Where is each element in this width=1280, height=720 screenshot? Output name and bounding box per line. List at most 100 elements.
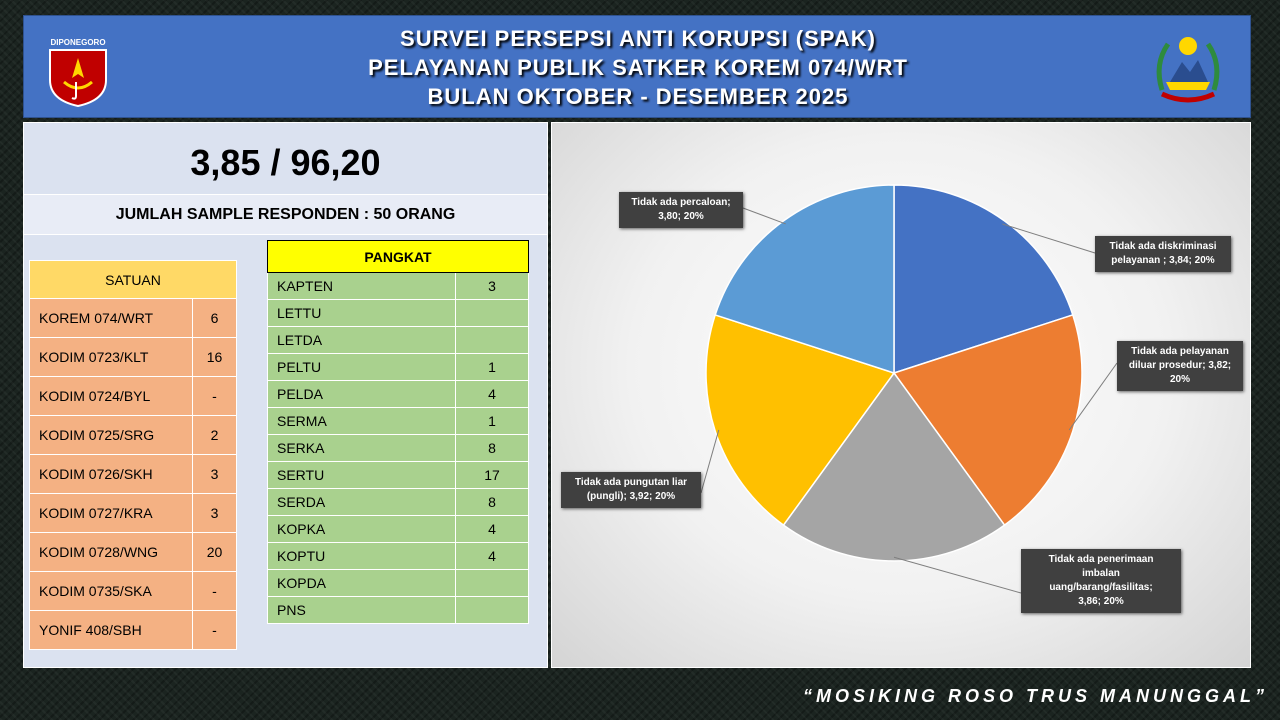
table-row: KODIM 0723/KLT 16 — [29, 337, 237, 377]
table-row: KAPTEN 3 — [267, 272, 529, 300]
satuan-value: - — [192, 571, 237, 611]
satuan-value: 3 — [192, 454, 237, 494]
slice-label-line: uang/barang/fasilitas; — [1049, 582, 1153, 593]
slice-label-line: imbalan — [1082, 568, 1120, 579]
pangkat-value: 1 — [455, 407, 529, 435]
satuan-name: KODIM 0735/SKA — [29, 571, 193, 611]
pangkat-value: 17 — [455, 461, 529, 489]
pangkat-value: 3 — [455, 272, 529, 300]
table-row: SERTU 17 — [267, 461, 529, 489]
pangkat-table: PANGKAT KAPTEN 3 LETTU LETDA PELTU 1 PELDA… — [267, 240, 529, 624]
pie-slice — [893, 184, 1074, 375]
pangkat-name: PNS — [267, 596, 456, 624]
slice-data-label: Tidak ada percaloan; 3,80; 20% — [619, 192, 743, 228]
pangkat-name: KAPTEN — [267, 272, 456, 300]
satuan-name: YONIF 408/SBH — [29, 610, 193, 650]
pie-slice — [892, 313, 1083, 527]
slice-data-label: Tidak ada pelayanan diluar prosedur; 3,82… — [1117, 341, 1243, 391]
table-row: KODIM 0724/BYL - — [29, 376, 237, 416]
pangkat-value: 8 — [455, 488, 529, 516]
pangkat-value — [455, 569, 529, 597]
slice-data-label: Tidak ada pungutan liar (pungli); 3,92; 2… — [561, 472, 701, 508]
table-row: KODIM 0727/KRA 3 — [29, 493, 237, 533]
slice-label-line: 20% — [1169, 374, 1190, 385]
satuan-name: KODIM 0727/KRA — [29, 493, 193, 533]
pangkat-name: PELTU — [267, 353, 456, 381]
pangkat-header: PANGKAT — [267, 240, 529, 273]
slice-label-line: Tidak ada pelayanan — [1131, 346, 1229, 357]
satuan-table: SATUAN KOREM 074/WRT 6 KODIM 0723/KLT 16 K… — [29, 260, 237, 650]
satuan-name: KODIM 0725/SRG — [29, 415, 193, 455]
motto: “MOSIKING ROSO TRUS MANUNGGAL” — [803, 686, 1268, 706]
satuan-value: - — [192, 610, 237, 650]
title-line-1: SURVEI PERSEPSI ANTI KORUPSI (SPAK) — [400, 26, 876, 51]
pie-slice — [714, 184, 895, 375]
table-row: PNS — [267, 596, 529, 624]
satuan-name: KODIM 0723/KLT — [29, 337, 193, 377]
table-row: KODIM 0726/SKH 3 — [29, 454, 237, 494]
table-row: KODIM 0725/SRG 2 — [29, 415, 237, 455]
slice-label-line: pelayanan ; 3,84; 20% — [1111, 255, 1215, 266]
pie-slice — [705, 313, 896, 527]
logo-caption: DIPONEGORO — [50, 38, 106, 47]
table-row: PELDA 4 — [267, 380, 529, 408]
title-block: SURVEI PERSEPSI ANTI KORUPSI (SPAK) PELA… — [204, 24, 1072, 111]
table-row: SERKA 8 — [267, 434, 529, 462]
satuan-name: KOREM 074/WRT — [29, 298, 193, 338]
table-row: SERMA 1 — [267, 407, 529, 435]
leader-line — [893, 556, 1022, 594]
pangkat-value — [455, 299, 529, 327]
slice-label-line: Tidak ada penerimaan — [1048, 554, 1154, 565]
pangkat-name: SERDA — [267, 488, 456, 516]
table-row: LETDA — [267, 326, 529, 354]
pangkat-name: KOPKA — [267, 515, 456, 543]
table-row: KODIM 0728/WNG 20 — [29, 532, 237, 572]
pangkat-name: LETDA — [267, 326, 456, 354]
leader-line — [1002, 223, 1096, 254]
pie-chart-panel: Tidak ada diskriminasi pelayanan ; 3,84; … — [551, 122, 1251, 668]
slice-label-line: Tidak ada percaloan; — [631, 197, 731, 208]
pangkat-name: KOPDA — [267, 569, 456, 597]
leader-line — [700, 429, 720, 494]
leader-line — [1068, 362, 1118, 431]
satuan-header: SATUAN — [29, 260, 237, 299]
emblem-logo — [1148, 28, 1228, 113]
satuan-value: 6 — [192, 298, 237, 338]
satuan-value: 2 — [192, 415, 237, 455]
overall-score: 3,85 / 96,20 — [24, 123, 547, 195]
table-row: KOREM 074/WRT 6 — [29, 298, 237, 338]
slice-label-line: 3,80; 20% — [658, 211, 704, 222]
satuan-name: KODIM 0724/BYL — [29, 376, 193, 416]
table-row: SERDA 8 — [267, 488, 529, 516]
table-row: KOPKA 4 — [267, 515, 529, 543]
slice-data-label: Tidak ada diskriminasi pelayanan ; 3,84; … — [1095, 236, 1231, 272]
satuan-value: 20 — [192, 532, 237, 572]
leader-line — [742, 207, 786, 225]
pangkat-name: SERKA — [267, 434, 456, 462]
slice-data-label: Tidak ada penerimaan imbalan uang/barang/f… — [1021, 549, 1181, 613]
diponegoro-logo: DIPONEGORO — [42, 38, 114, 108]
satuan-value: 3 — [192, 493, 237, 533]
satuan-value: - — [192, 376, 237, 416]
slice-label-line: (pungli); 3,92; 20% — [586, 491, 676, 502]
pangkat-name: SERTU — [267, 461, 456, 489]
header-banner: DIPONEGORO SURVEI PERSEPSI ANTI KORUPSI … — [23, 15, 1251, 118]
table-row: KODIM 0735/SKA - — [29, 571, 237, 611]
title-line-2: PELAYANAN PUBLIK SATKER KOREM 074/WRT — [368, 55, 908, 80]
table-row: LETTU — [267, 299, 529, 327]
satuan-name: KODIM 0726/SKH — [29, 454, 193, 494]
pangkat-name: SERMA — [267, 407, 456, 435]
pie-slice — [782, 371, 1006, 562]
pangkat-value: 4 — [455, 542, 529, 570]
satuan-name: KODIM 0728/WNG — [29, 532, 193, 572]
table-row: KOPDA — [267, 569, 529, 597]
pangkat-value — [455, 596, 529, 624]
satuan-value: 16 — [192, 337, 237, 377]
pangkat-name: KOPTU — [267, 542, 456, 570]
summary-panel: 3,85 / 96,20 JUMLAH SAMPLE RESPONDEN : 5… — [23, 122, 548, 668]
pangkat-value: 4 — [455, 515, 529, 543]
table-row: KOPTU 4 — [267, 542, 529, 570]
slice-label-line: Tidak ada diskriminasi — [1109, 241, 1217, 252]
pangkat-value: 8 — [455, 434, 529, 462]
pangkat-name: PELDA — [267, 380, 456, 408]
